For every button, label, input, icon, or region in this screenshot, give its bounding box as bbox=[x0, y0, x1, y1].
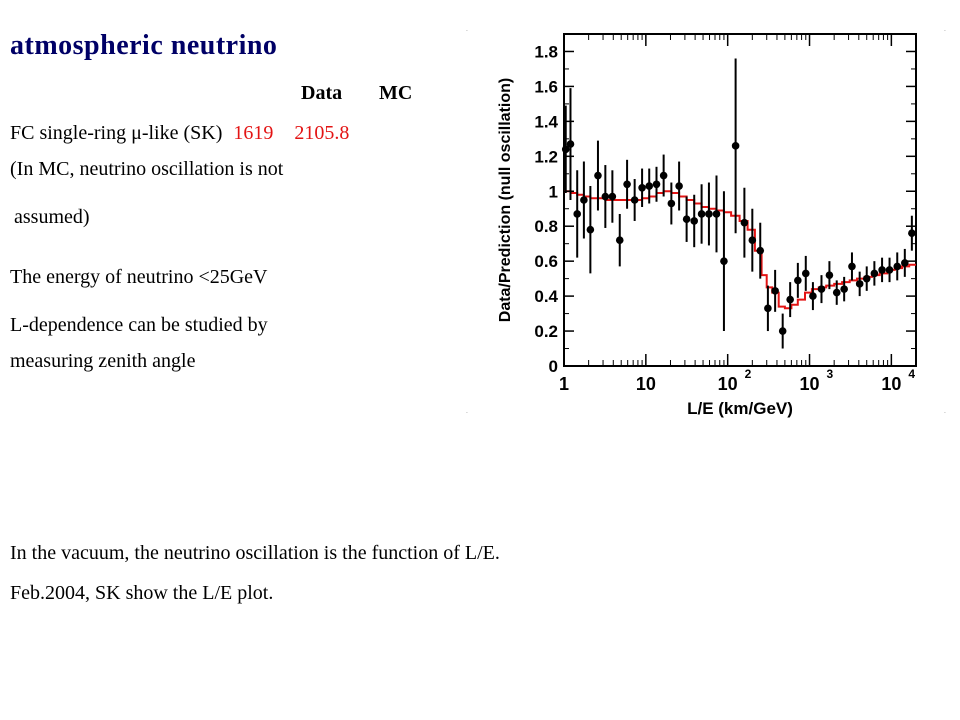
data-point bbox=[756, 246, 765, 255]
data-point bbox=[771, 287, 779, 295]
x-tick-label: 10 bbox=[881, 374, 901, 394]
data-point bbox=[638, 183, 646, 192]
data-point bbox=[855, 280, 864, 288]
data-point bbox=[705, 210, 713, 218]
data-point bbox=[740, 218, 749, 227]
x-tick-label: 10 bbox=[800, 374, 820, 394]
data-point bbox=[870, 269, 879, 278]
data-points-group bbox=[561, 58, 916, 349]
data-point bbox=[580, 196, 588, 204]
event-row-data: 1619 bbox=[233, 122, 274, 144]
data-point bbox=[809, 292, 817, 300]
data-point bbox=[623, 180, 631, 189]
data-point bbox=[712, 210, 721, 218]
data-point bbox=[748, 236, 757, 244]
data-point bbox=[764, 304, 772, 313]
event-row-label: FC single-ring μ-like (SK) bbox=[10, 122, 223, 144]
y-tick-label: 1.2 bbox=[534, 147, 558, 166]
data-point bbox=[893, 262, 902, 271]
mc-curve-group bbox=[564, 190, 916, 310]
data-point bbox=[801, 269, 810, 278]
data-point bbox=[778, 327, 787, 335]
data-point bbox=[817, 285, 826, 293]
data-point bbox=[615, 236, 624, 244]
slide-title: atmospheric neutrino bbox=[10, 30, 278, 61]
data-point bbox=[566, 140, 575, 148]
data-point bbox=[690, 217, 699, 225]
data-point bbox=[697, 210, 706, 218]
header-mc: MC bbox=[379, 82, 413, 104]
x-axis-label: L/E (km/GeV) bbox=[687, 399, 793, 418]
corner-marker: . bbox=[466, 26, 468, 33]
data-point bbox=[862, 274, 871, 283]
y-tick-label: 0 bbox=[549, 357, 558, 376]
mc-histogram-line bbox=[564, 190, 916, 310]
data-point bbox=[573, 210, 582, 218]
event-row: FC single-ring μ-like (SK) 1619 2105.8 bbox=[10, 122, 349, 145]
data-point bbox=[652, 180, 661, 189]
data-point bbox=[601, 192, 610, 201]
data-point bbox=[901, 259, 909, 267]
x-tick-exponent: 4 bbox=[908, 367, 915, 381]
x-tick-exponent: 3 bbox=[827, 367, 834, 381]
data-point bbox=[848, 262, 856, 271]
plot-frame bbox=[563, 33, 917, 367]
y-axis-label: Data/Prediction (null oscillation) bbox=[497, 78, 514, 322]
corner-marker: . bbox=[944, 408, 946, 415]
note-line-1: (In MC, neutrino oscillation is not bbox=[10, 158, 284, 180]
y-tick-label: 1.4 bbox=[534, 112, 558, 131]
data-point bbox=[630, 196, 639, 204]
x-tick-label: 10 bbox=[718, 374, 738, 394]
y-tick-label: 1 bbox=[549, 182, 558, 201]
header-data: Data bbox=[301, 82, 343, 104]
data-point bbox=[878, 266, 886, 274]
y-tick-label: 0.4 bbox=[534, 287, 558, 306]
data-point bbox=[720, 257, 728, 265]
data-point bbox=[594, 171, 602, 180]
data-point bbox=[786, 295, 794, 304]
data-point bbox=[682, 215, 691, 224]
data-point bbox=[840, 285, 848, 293]
data-point bbox=[794, 276, 802, 285]
data-point bbox=[885, 266, 894, 274]
data-point bbox=[667, 199, 676, 208]
corner-marker: . bbox=[944, 26, 946, 33]
x-axis: 1 10 10 2 10 3 10 4 bbox=[559, 34, 917, 394]
y-tick-label: 0.6 bbox=[534, 252, 558, 271]
data-point bbox=[645, 182, 654, 190]
y-tick-label: 1.8 bbox=[534, 42, 558, 61]
x-tick-exponent: 2 bbox=[745, 367, 752, 381]
le-ratio-chart: 00.20.40.60.811.21.41.61.8 1 10 10 2 10 3 10 4 … bbox=[497, 33, 917, 418]
ldependence-line-2: measuring zenith angle bbox=[10, 350, 196, 372]
energy-line: The energy of neutrino <25GeV bbox=[10, 266, 268, 288]
event-row-mc: 2105.8 bbox=[294, 122, 350, 144]
note-line-2: assumed) bbox=[14, 206, 90, 228]
data-point bbox=[832, 288, 841, 297]
y-tick-label: 0.2 bbox=[534, 322, 558, 341]
data-point bbox=[586, 225, 595, 234]
y-tick-label: 0.8 bbox=[534, 217, 558, 236]
data-point bbox=[675, 182, 683, 190]
x-tick-label: 10 bbox=[636, 374, 656, 394]
data-point bbox=[908, 229, 916, 237]
data-point bbox=[608, 192, 617, 201]
data-point bbox=[731, 142, 740, 150]
data-point bbox=[659, 171, 668, 180]
ldependence-line-1: L-dependence can be studied by bbox=[10, 314, 268, 336]
bottom-line-1: In the vacuum, the neutrino oscillation … bbox=[10, 542, 500, 564]
data-point bbox=[561, 145, 570, 154]
corner-marker: . bbox=[466, 408, 468, 415]
bottom-line-2: Feb.2004, SK show the L/E plot. bbox=[10, 582, 274, 604]
y-tick-label: 1.6 bbox=[534, 77, 558, 96]
x-tick-label: 1 bbox=[559, 374, 569, 394]
data-point bbox=[825, 271, 834, 279]
y-axis: 0 0.2 0.4 0.6 0.8 1 1.2 1.4 1.6 1.8 bbox=[534, 33, 916, 376]
